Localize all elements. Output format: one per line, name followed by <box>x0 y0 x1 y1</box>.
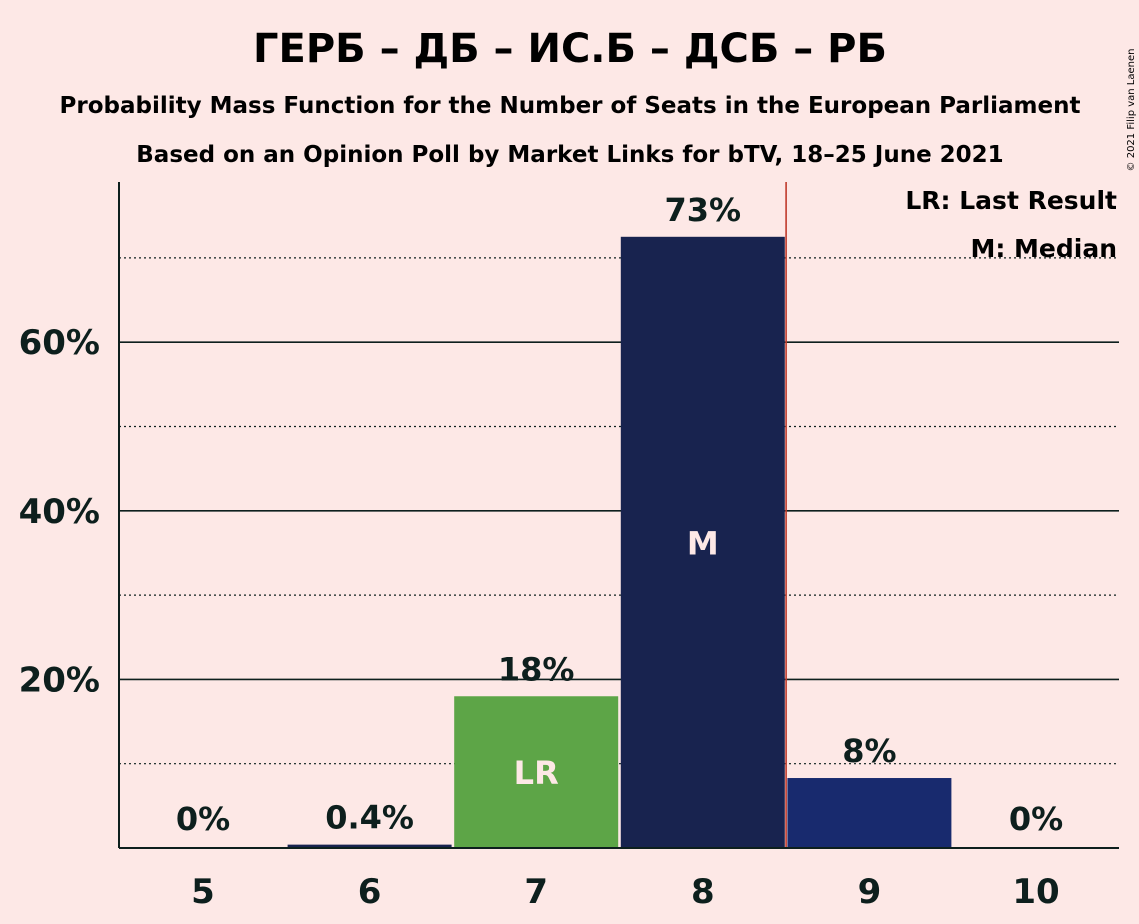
legend-median: M: Median <box>970 234 1117 263</box>
copyright-note: © 2021 Filip van Laenen <box>1126 49 1137 172</box>
value-label-8: 73% <box>665 191 742 229</box>
value-label-6: 0.4% <box>325 799 414 837</box>
y-tick-label-2: 60% <box>19 323 100 363</box>
chart-subtitle-2: Based on an Opinion Poll by Market Links… <box>136 142 1003 168</box>
chart-title: ГЕРБ – ДБ – ИС.Б – ДСБ – РБ <box>253 26 887 72</box>
bar-mark-8: M <box>687 524 719 562</box>
x-tick-label-7: 7 <box>524 872 548 912</box>
x-tick-label-5: 5 <box>191 872 215 912</box>
value-label-5: 0% <box>176 800 230 838</box>
bar-8 <box>620 236 785 848</box>
chart-subtitle-1: Probability Mass Function for the Number… <box>60 93 1081 119</box>
bar-mark-7: LR <box>514 754 559 792</box>
bar-6 <box>287 844 452 848</box>
bar-7 <box>454 696 619 848</box>
bar-9 <box>787 778 952 848</box>
x-tick-label-6: 6 <box>358 872 382 912</box>
x-tick-label-9: 9 <box>858 872 882 912</box>
value-label-9: 8% <box>842 732 896 770</box>
gridlines <box>119 257 1119 765</box>
y-tick-label-0: 20% <box>19 660 100 700</box>
y-tick-label-1: 40% <box>19 492 100 532</box>
x-tick-label-10: 10 <box>1012 872 1059 912</box>
legend-last-result: LR: Last Result <box>905 186 1117 215</box>
bars: 0% 0.4% 18% LR 73% M 8% 0% <box>176 182 1063 848</box>
value-label-10: 0% <box>1009 800 1063 838</box>
x-tick-label-8: 8 <box>691 872 715 912</box>
axes: 20% 40% 60% 5 6 7 8 9 10 <box>19 182 1119 912</box>
value-label-7: 18% <box>498 650 575 688</box>
